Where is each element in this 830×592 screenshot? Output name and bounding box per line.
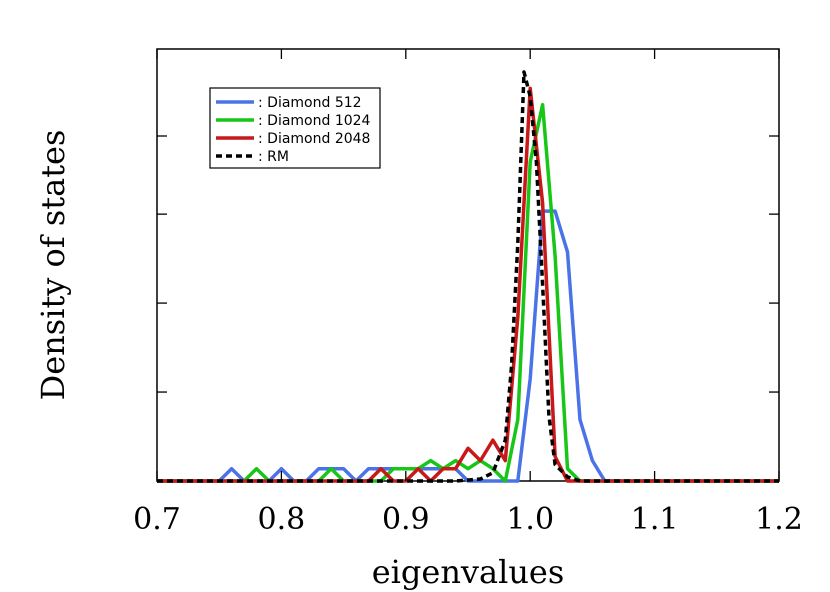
legend-label: : Diamond 512 [258,95,362,111]
legend-entries: : Diamond 512 : Diamond 1024 : Diamond 204… [216,95,371,165]
series-line [157,209,779,483]
series-line [157,102,779,483]
y-axis-label: Density of states [34,130,72,401]
x-tick-labels: 0.7 0.8 0.9 1.0 1.1 1.2 [133,502,803,537]
series-line [157,86,779,483]
ticks-layer [156,49,780,481]
x-tick-label: 0.7 [133,502,181,537]
legend-label: : Diamond 1024 [258,113,371,129]
x-tick-label: 1.1 [631,502,679,537]
x-tick-label: 0.8 [258,502,306,537]
x-tick-label: 0.9 [382,502,430,537]
legend: : Diamond 512 : Diamond 1024 : Diamond 204… [209,87,381,169]
x-axis-label: eigenvalues [372,553,565,591]
series-line [157,70,779,483]
legend-label: : RM [258,149,289,165]
legend-label: : Diamond 2048 [258,131,370,147]
series-layer [157,70,779,483]
x-tick-label: 1.2 [755,502,803,537]
x-tick-label: 1.0 [506,502,554,537]
